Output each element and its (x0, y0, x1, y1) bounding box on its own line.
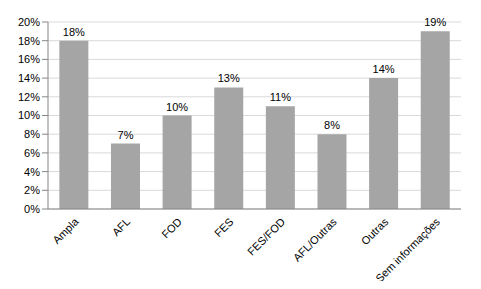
svg-text:12%: 12% (18, 91, 40, 103)
svg-text:10%: 10% (18, 109, 40, 121)
svg-text:8%: 8% (24, 128, 40, 140)
svg-text:AFL/Outras: AFL/Outras (291, 215, 340, 264)
svg-text:14%: 14% (373, 63, 395, 75)
svg-text:16%: 16% (18, 53, 40, 65)
svg-text:2%: 2% (24, 184, 40, 196)
svg-text:6%: 6% (24, 147, 40, 159)
svg-text:FOD: FOD (159, 215, 184, 240)
svg-text:Ampla: Ampla (50, 215, 81, 246)
svg-text:11%: 11% (270, 91, 291, 103)
svg-text:14%: 14% (18, 72, 40, 84)
svg-text:10%: 10% (166, 101, 188, 113)
svg-text:4%: 4% (24, 166, 40, 178)
svg-text:FES/FOD: FES/FOD (245, 215, 287, 257)
svg-text:13%: 13% (218, 72, 240, 84)
svg-text:20%: 20% (18, 16, 40, 28)
svg-text:19%: 19% (424, 16, 446, 28)
svg-text:FES: FES (212, 215, 236, 239)
svg-text:7%: 7% (118, 129, 134, 141)
svg-text:18%: 18% (18, 35, 40, 47)
svg-text:18%: 18% (63, 26, 85, 38)
svg-text:0%: 0% (24, 203, 40, 215)
svg-text:Outras: Outras (359, 215, 391, 247)
svg-text:AFL: AFL (110, 215, 133, 238)
svg-text:8%: 8% (324, 119, 340, 131)
svg-text:Sem informações: Sem informações (373, 215, 442, 281)
